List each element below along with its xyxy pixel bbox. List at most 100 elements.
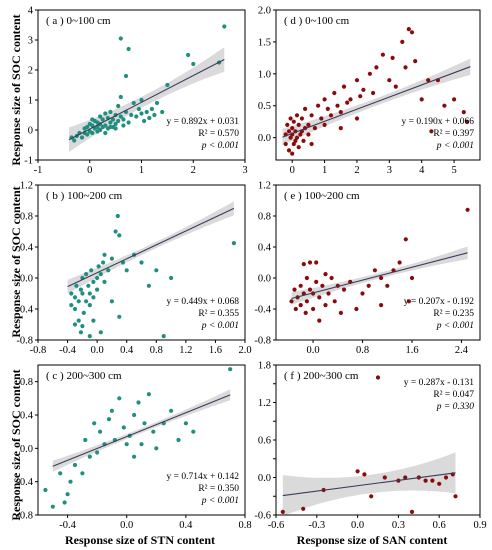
annotation-equation-d: y = 0.190x + 0.066: [402, 117, 475, 127]
data-point-d-39: [348, 97, 353, 102]
data-point-e-0: [289, 299, 294, 304]
data-point-c-6: [80, 471, 85, 476]
data-point-d-52: [406, 27, 411, 32]
y-tick-label-a-5: 4: [28, 6, 34, 17]
data-point-a-26: [110, 117, 116, 122]
data-point-b-4: [74, 283, 79, 288]
y-tick-label-e-5: 1.2: [258, 181, 271, 192]
data-point-a-37: [129, 112, 134, 118]
data-point-d-6: [288, 116, 293, 121]
data-point-d-14: [294, 113, 300, 118]
data-point-d-61: [464, 119, 470, 124]
data-point-d-30: [322, 97, 327, 102]
y-tick-label-f-0: -0.6: [254, 511, 271, 522]
data-point-f-12: [423, 478, 428, 483]
annotation-r-squared-d: R² = 0.397: [433, 129, 474, 139]
data-point-a-31: [118, 114, 123, 119]
data-point-e-27: [360, 291, 365, 296]
data-point-c-1: [58, 471, 63, 476]
data-point-a-30: [116, 103, 121, 109]
x-tick-label-f-1: -0.3: [308, 520, 325, 531]
data-point-d-31: [322, 122, 327, 127]
y-tick-label-b-4: 0.8: [20, 212, 33, 223]
annotation-p-value-c: p < 0.001: [201, 496, 239, 506]
data-point-b-46: [98, 330, 103, 335]
data-point-d-11: [291, 119, 296, 124]
y-tick-label-f-2: 0.0: [258, 473, 271, 484]
data-point-d-10: [291, 141, 296, 147]
y-tick-label-b-3: 0.4: [20, 243, 34, 254]
data-point-e-7: [303, 310, 308, 315]
y-tick-label-c-2: 0.0: [20, 444, 33, 455]
data-point-d-0: [283, 141, 288, 147]
data-point-a-35: [123, 73, 129, 79]
data-point-d-49: [393, 84, 398, 89]
data-point-d-32: [325, 106, 330, 111]
data-point-b-7: [78, 287, 83, 292]
data-point-f-5: [369, 494, 374, 499]
annotation-equation-f: y = 0.287x - 0.131: [404, 378, 475, 388]
data-point-a-28: [113, 121, 118, 127]
y-tick-label-a-0: -1: [24, 156, 33, 167]
data-point-d-44: [371, 90, 376, 96]
data-point-b-30: [117, 233, 122, 238]
data-point-d-28: [316, 103, 321, 108]
x-tick-label-c-0: -0.4: [59, 520, 76, 531]
data-point-d-17: [296, 145, 301, 150]
data-point-d-13: [293, 138, 298, 143]
data-point-f-13: [430, 478, 435, 483]
x-tick-label-f-2: 0.0: [351, 520, 364, 531]
x-tick-label-a-2: 1: [139, 165, 144, 176]
x-tick-label-e-0: 0.0: [307, 345, 320, 356]
data-point-a-48: [160, 109, 165, 115]
x-tick-label-c-1: 0.0: [120, 520, 133, 531]
data-point-a-59: [103, 111, 108, 116]
y-tick-label-c-3: 0.4: [20, 411, 34, 422]
data-point-e-39: [317, 318, 322, 323]
data-point-b-3: [72, 295, 78, 300]
data-point-c-4: [68, 479, 73, 484]
data-point-a-0: [72, 138, 77, 143]
data-point-d-63: [354, 116, 360, 121]
data-point-d-35: [335, 103, 340, 108]
data-point-b-26: [106, 268, 111, 273]
bottom-xlabel-right: Response size of SAN content: [297, 533, 448, 547]
data-point-d-29: [319, 116, 324, 121]
x-tick-label-c-2: 0.4: [179, 520, 193, 531]
data-point-d-41: [358, 94, 363, 99]
y-tick-label-a-2: 1: [28, 96, 33, 107]
data-point-a-3: [79, 135, 85, 140]
data-point-b-44: [161, 334, 166, 339]
data-point-d-26: [309, 113, 314, 118]
data-point-f-3: [355, 469, 360, 474]
data-point-e-19: [323, 303, 328, 308]
data-point-d-25: [306, 132, 311, 137]
data-point-b-8: [80, 291, 85, 296]
data-point-c-2: [62, 500, 67, 505]
data-point-e-21: [329, 275, 334, 281]
data-point-d-16: [296, 122, 301, 127]
left-ylabel-bottom: Response size of SOC content: [9, 369, 23, 520]
data-point-a-9: [90, 123, 95, 128]
x-tick-label-d-4: 4: [419, 165, 425, 176]
data-point-a-53: [191, 61, 196, 67]
data-point-e-18: [323, 272, 328, 277]
data-point-e-17: [320, 283, 325, 288]
data-point-f-0: [280, 509, 285, 514]
data-point-d-45: [374, 65, 379, 70]
panels: -1 0 1 2 3 -1 0 1 2 3 4 ( a ) 0~100 cm y = 0.892x + …: [16, 6, 486, 532]
annotation-equation-c: y = 0.714x + 0.142: [167, 472, 240, 482]
data-point-c-9: [92, 421, 97, 426]
data-point-b-39: [78, 330, 83, 335]
data-point-b-34: [139, 260, 144, 265]
data-point-a-43: [144, 109, 149, 115]
data-point-e-2: [293, 306, 298, 312]
x-tick-label-b-4: 0.8: [150, 345, 163, 356]
x-tick-label-b-3: 0.4: [120, 345, 134, 356]
plot-frame-e: [275, 184, 481, 341]
data-point-c-3: [65, 492, 70, 497]
data-point-d-47: [387, 78, 392, 83]
data-point-a-65: [142, 118, 147, 124]
x-tick-label-a-4: 3: [242, 165, 247, 176]
